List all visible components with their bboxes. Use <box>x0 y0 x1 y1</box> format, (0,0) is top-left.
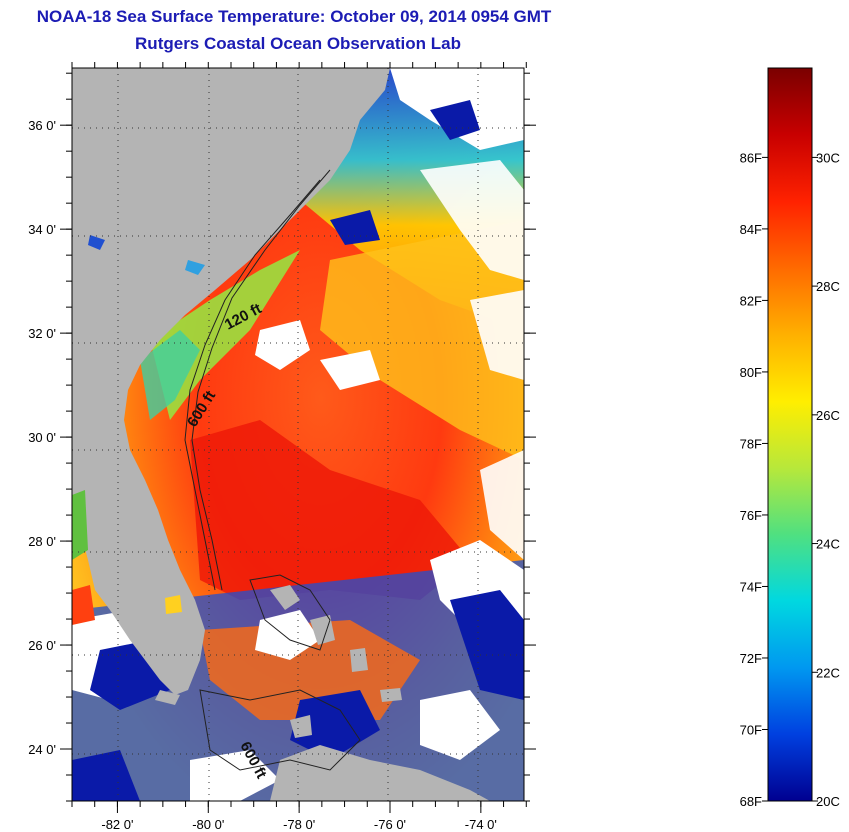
isobath-120ft <box>184 179 321 591</box>
lat-tick-label: 36 0' <box>28 118 56 133</box>
colorbar-f-label: 80F <box>740 365 762 380</box>
colorbar-f-label: 84F <box>740 222 762 237</box>
lat-tick-label: 24 0' <box>28 742 56 757</box>
colorbar-f-label: 68F <box>740 794 762 809</box>
colorbar-c-label: 28C <box>816 279 840 294</box>
colorbar-f-label: 76F <box>740 508 762 523</box>
lon-tick-label: -80 0' <box>192 817 224 832</box>
colorbar-f-label: 72F <box>740 651 762 666</box>
lat-tick-label: 28 0' <box>28 534 56 549</box>
isobath-600ft <box>191 169 331 591</box>
colorbar-f-label: 82F <box>740 293 762 308</box>
graticule <box>72 68 524 801</box>
colorbar-f-label: 86F <box>740 150 762 165</box>
lat-tick-label: 26 0' <box>28 638 56 653</box>
land-mass-cuba <box>270 745 490 801</box>
land-mass-us <box>72 68 390 695</box>
lon-tick-label: -76 0' <box>374 817 406 832</box>
lon-tick-label: -74 0' <box>465 817 497 832</box>
map-subtitle: Rutgers Coastal Ocean Observation Lab <box>135 34 461 53</box>
colorbar-c-label: 20C <box>816 794 840 809</box>
colorbar-c-label: 24C <box>816 537 840 552</box>
map-title: NOAA-18 Sea Surface Temperature: October… <box>36 7 552 26</box>
map-frame <box>71 67 525 802</box>
colorbar-f-label: 70F <box>740 722 762 737</box>
lat-tick-label: 30 0' <box>28 430 56 445</box>
colorbar-c-label: 22C <box>816 665 840 680</box>
colorbar-f-label: 74F <box>740 579 762 594</box>
colorbar-gradient <box>768 68 812 801</box>
lat-tick-label: 34 0' <box>28 222 56 237</box>
lon-tick-label: -82 0' <box>101 817 133 832</box>
lat-tick-label: 32 0' <box>28 326 56 341</box>
colorbar-f-label: 78F <box>740 436 762 451</box>
colorbar-c-label: 26C <box>816 408 840 423</box>
colorbar-c-label: 30C <box>816 150 840 165</box>
lon-tick-label: -78 0' <box>283 817 315 832</box>
map-axes: 36 0' 34 0' 32 0' 30 0' 28 0' 26 0' 24 0' -82 0… <box>28 62 536 832</box>
